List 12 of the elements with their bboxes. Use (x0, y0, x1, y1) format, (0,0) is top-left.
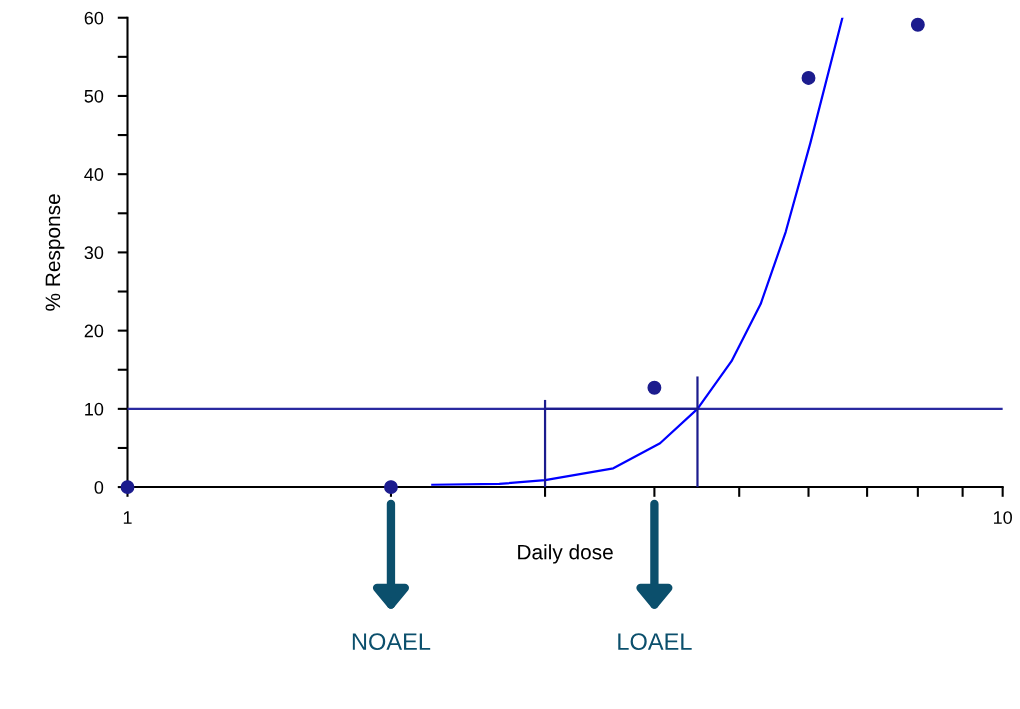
y-tick-label: 40 (84, 168, 104, 181)
y-tick-label: 30 (84, 246, 104, 260)
text: NOAEL (352, 633, 431, 650)
text: LOAEL (618, 633, 692, 650)
y-tick-label: 50 (84, 89, 104, 103)
y-tick-label: 20 (84, 324, 104, 338)
y-tick-label: 0 (94, 481, 104, 494)
x-axis-title: Daily dose (518, 544, 613, 564)
y-tick-label: 10 (85, 402, 104, 416)
y-axis-title: % Response (45, 194, 65, 311)
x-tick-label: 1 (123, 511, 132, 524)
y-tick-label: 60 (84, 11, 104, 25)
